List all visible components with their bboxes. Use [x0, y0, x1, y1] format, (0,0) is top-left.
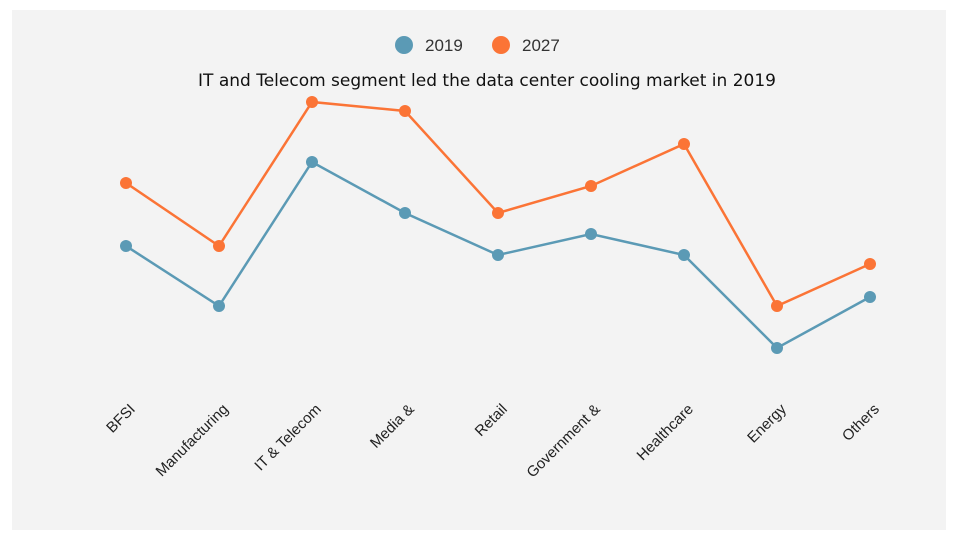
point-2027-2 — [306, 96, 318, 108]
x-tick-label: Government & — [523, 401, 603, 481]
x-tick-label: Manufacturing — [153, 401, 232, 480]
point-2027-5 — [585, 180, 597, 192]
point-2027-7 — [771, 300, 783, 312]
point-2019-2 — [306, 156, 318, 168]
x-tick-label: Media & — [367, 401, 418, 452]
point-2027-4 — [492, 207, 504, 219]
x-tick-label: Retail — [472, 401, 511, 440]
point-2019-1 — [213, 300, 225, 312]
legend-label-2019: 2019 — [425, 36, 463, 55]
point-2027-1 — [213, 240, 225, 252]
point-2019-7 — [771, 342, 783, 354]
legend-marker-2027 — [492, 36, 510, 54]
x-tick-label: Energy — [744, 400, 790, 446]
x-tick-label: BFSI — [103, 401, 139, 437]
point-2027-8 — [864, 258, 876, 270]
point-2019-6 — [678, 249, 690, 261]
x-tick-label: IT & Telecom — [251, 401, 325, 475]
x-tick-label: Others — [839, 401, 883, 445]
chart-panel — [12, 10, 946, 530]
point-2019-4 — [492, 249, 504, 261]
chart-title: IT and Telecom segment led the data cent… — [198, 71, 776, 91]
point-2027-6 — [678, 138, 690, 150]
point-2019-8 — [864, 291, 876, 303]
x-tick-label: Healthcare — [634, 401, 697, 464]
point-2019-0 — [120, 240, 132, 252]
point-2019-5 — [585, 228, 597, 240]
point-2019-3 — [399, 207, 411, 219]
legend: 2019 2027 — [395, 36, 560, 55]
legend-label-2027: 2027 — [522, 36, 560, 55]
point-2027-0 — [120, 177, 132, 189]
point-2027-3 — [399, 105, 411, 117]
legend-marker-2019 — [395, 36, 413, 54]
